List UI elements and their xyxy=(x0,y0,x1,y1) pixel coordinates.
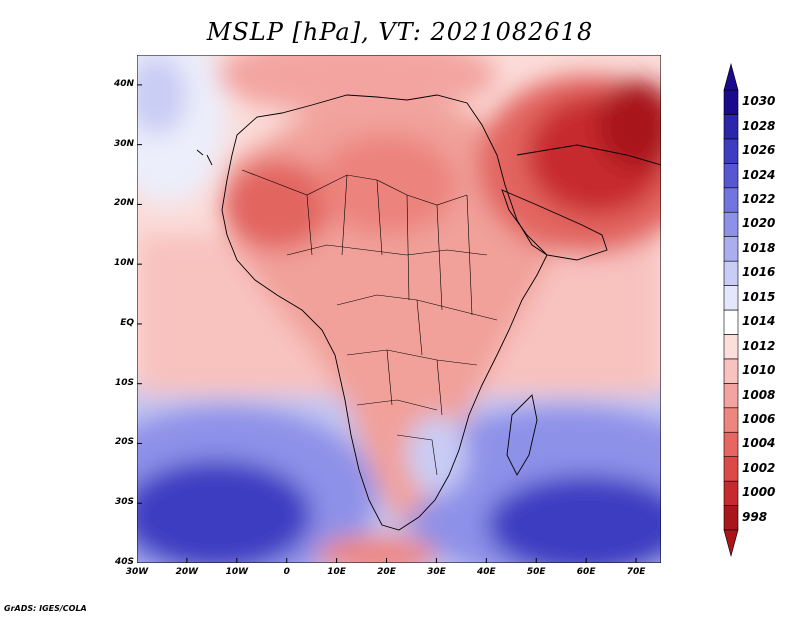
colorbar-level-label: 1024 xyxy=(742,167,776,182)
colorbar-min-arrow xyxy=(723,529,739,558)
colorbar-level-label: 1018 xyxy=(742,240,776,255)
colorbar-segment xyxy=(723,138,739,164)
colorbar-segment xyxy=(723,431,739,457)
colorbar-segment xyxy=(723,456,739,482)
lon-tick-label: 0 xyxy=(283,567,290,577)
colorbar-level-label: 1002 xyxy=(742,460,776,475)
lat-tick-label: 20S xyxy=(114,437,134,448)
colorbar-segment xyxy=(723,505,739,531)
colorbar-segment xyxy=(723,480,739,506)
colorbar-level-label: 1016 xyxy=(742,265,776,280)
colorbar-level-label: 1020 xyxy=(742,216,776,231)
lat-tick-label: 40S xyxy=(114,557,134,567)
colorbar-segment xyxy=(723,89,739,115)
coastlines xyxy=(196,94,661,531)
lon-tick-label: 60E xyxy=(576,567,596,577)
lat-tick-label: EQ xyxy=(120,317,134,328)
colorbar-segment xyxy=(723,309,739,335)
lat-tick-label: 10S xyxy=(114,377,134,388)
colorbar-segment xyxy=(723,114,739,140)
colorbar-segment xyxy=(723,285,739,311)
colorbar-level-label: 998 xyxy=(742,509,768,524)
lon-tick-label: 20W xyxy=(175,567,199,577)
borders xyxy=(241,169,498,476)
colorbar-level-label: 1000 xyxy=(742,485,776,500)
chart-title: MSLP [hPa], VT: 2021082618 xyxy=(206,18,594,46)
colorbar-segment xyxy=(723,334,739,360)
lon-tick-label: 10E xyxy=(327,567,346,577)
lat-tick-label: 10N xyxy=(113,258,134,269)
lon-tick-label: 30E xyxy=(427,567,446,577)
map-plot xyxy=(137,55,661,563)
lat-tick-label: 30S xyxy=(114,497,134,508)
grads-credit: GrADS: IGES/COLA xyxy=(4,604,87,613)
colorbar-level-label: 1008 xyxy=(742,387,776,402)
colorbar-segment xyxy=(723,383,739,409)
lon-tick-label: 10W xyxy=(225,567,249,577)
colorbar-segment xyxy=(723,187,739,213)
lon-tick-label: 30W xyxy=(125,567,149,577)
lat-tick-label: 30N xyxy=(113,138,134,149)
colorbar-segment xyxy=(723,163,739,189)
colorbar-level-label: 1026 xyxy=(742,143,776,158)
colorbar-segment xyxy=(723,260,739,286)
colorbar-max-arrow xyxy=(723,62,739,91)
colorbar-segment xyxy=(723,407,739,433)
colorbar-segment xyxy=(723,358,739,384)
colorbar-level-label: 1014 xyxy=(742,314,776,329)
colorbar-segment xyxy=(723,211,739,237)
colorbar-level-label: 1012 xyxy=(742,338,776,353)
lon-tick-label: 70E xyxy=(626,567,646,577)
colorbar-level-label: 1010 xyxy=(742,363,776,378)
colorbar-level-label: 1006 xyxy=(742,412,776,426)
lon-tick-label: 20E xyxy=(377,567,396,577)
axis-ticks xyxy=(137,84,637,563)
colorbar-level-label: 1022 xyxy=(742,192,776,206)
colorbar-level-label: 1030 xyxy=(742,94,776,109)
lon-tick-label: 50E xyxy=(526,567,546,577)
pressure-field xyxy=(137,55,661,563)
colorbar-level-label: 1004 xyxy=(742,436,776,451)
colorbar-level-label: 1015 xyxy=(742,289,776,304)
colorbar-segment xyxy=(723,236,739,262)
colorbar xyxy=(723,62,739,558)
lat-tick-label: 20N xyxy=(113,198,134,209)
lon-tick-label: 40E xyxy=(476,567,496,577)
lat-tick-label: 40N xyxy=(113,78,134,89)
colorbar-level-label: 1028 xyxy=(742,118,776,133)
